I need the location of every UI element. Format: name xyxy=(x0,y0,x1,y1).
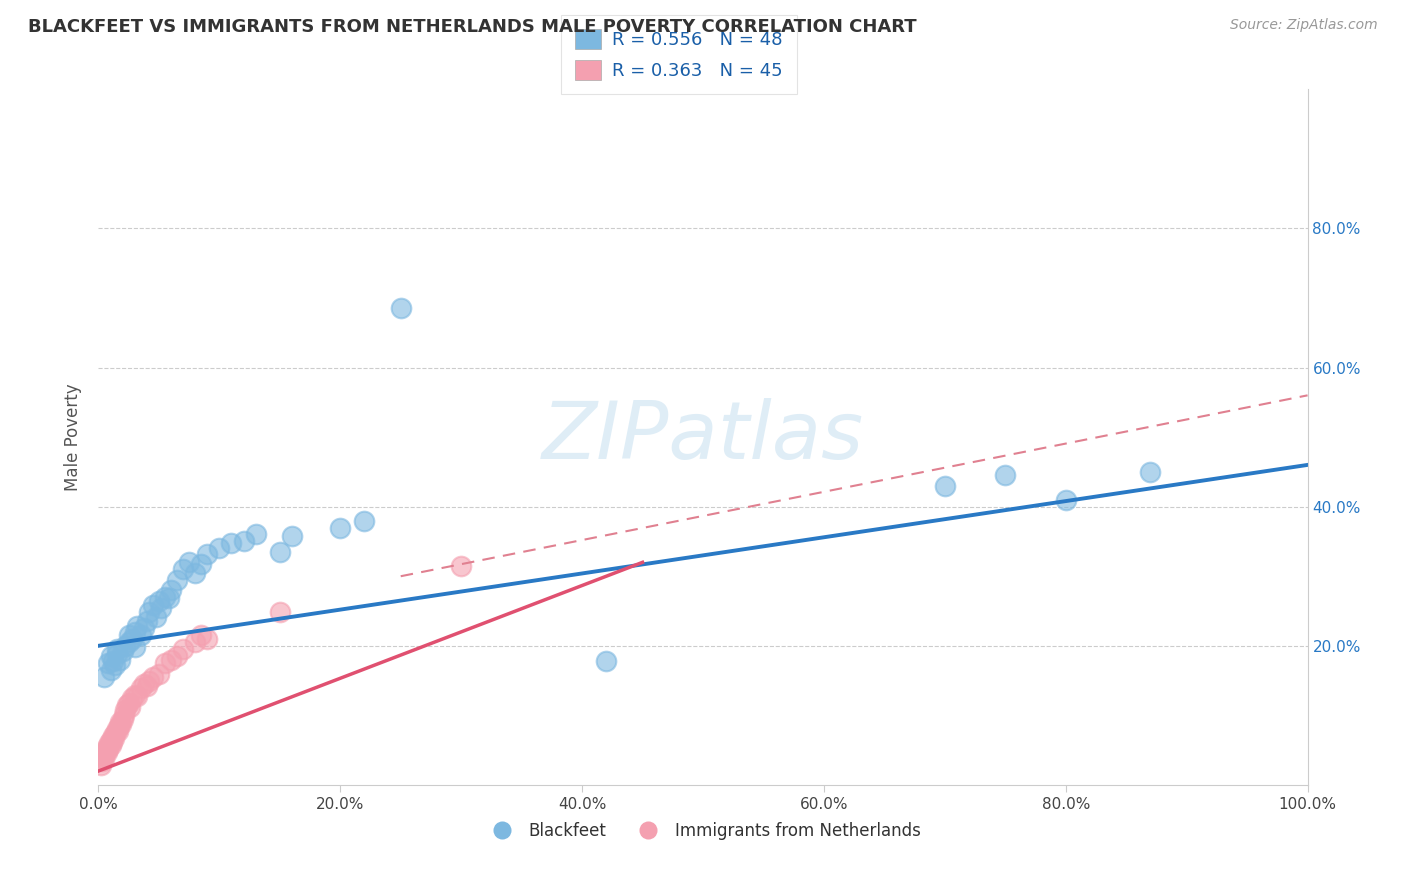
Point xyxy=(117,698,139,712)
Point xyxy=(91,748,114,763)
Point xyxy=(934,479,956,493)
Point xyxy=(142,599,165,613)
Point xyxy=(111,712,134,726)
Text: ZIPatlas: ZIPatlas xyxy=(541,398,865,476)
Point xyxy=(148,666,170,681)
Point xyxy=(127,619,149,633)
Point xyxy=(195,547,218,561)
Point xyxy=(104,726,127,740)
Point xyxy=(190,628,212,642)
Point xyxy=(121,632,143,646)
Point xyxy=(153,590,176,604)
Point xyxy=(160,653,183,667)
Point xyxy=(97,741,120,756)
Point xyxy=(93,747,115,761)
Legend: Blackfeet, Immigrants from Netherlands: Blackfeet, Immigrants from Netherlands xyxy=(478,815,928,847)
Point xyxy=(118,628,141,642)
Point xyxy=(96,745,118,759)
Point xyxy=(94,743,117,757)
Point xyxy=(91,754,114,768)
Point xyxy=(269,606,291,620)
Point xyxy=(1054,492,1077,507)
Point xyxy=(166,573,188,587)
Point xyxy=(994,468,1017,483)
Point xyxy=(121,690,143,705)
Point xyxy=(124,640,146,655)
Point xyxy=(97,657,120,671)
Point xyxy=(103,731,125,745)
Point xyxy=(1139,465,1161,479)
Point xyxy=(105,647,128,661)
Point xyxy=(100,663,122,677)
Point xyxy=(184,566,207,580)
Point xyxy=(145,609,167,624)
Point xyxy=(208,541,231,556)
Point xyxy=(101,729,124,743)
Point xyxy=(595,654,617,668)
Point xyxy=(129,628,152,642)
Point xyxy=(110,716,132,731)
Point xyxy=(100,732,122,747)
Point xyxy=(104,658,127,673)
Point xyxy=(118,700,141,714)
Point xyxy=(166,649,188,664)
Point xyxy=(90,758,112,772)
Point xyxy=(98,736,121,750)
Point xyxy=(450,558,472,573)
Point xyxy=(160,583,183,598)
Point xyxy=(329,520,352,534)
Point xyxy=(93,670,115,684)
Point xyxy=(353,514,375,528)
Point xyxy=(108,719,131,733)
Point xyxy=(134,677,156,691)
Point xyxy=(190,557,212,571)
Point xyxy=(138,673,160,688)
Point xyxy=(138,606,160,620)
Point xyxy=(221,536,243,550)
Point xyxy=(107,723,129,738)
Point xyxy=(108,715,131,730)
Point xyxy=(124,624,146,639)
Point xyxy=(172,562,194,576)
Point xyxy=(100,735,122,749)
Point xyxy=(112,708,135,723)
Point xyxy=(150,600,173,615)
Point xyxy=(195,632,218,646)
Point xyxy=(118,635,141,649)
Point xyxy=(100,649,122,664)
Point xyxy=(114,639,136,653)
Point xyxy=(389,301,412,316)
Point xyxy=(124,688,146,702)
Point xyxy=(184,635,207,649)
Point xyxy=(153,657,176,671)
Point xyxy=(269,545,291,559)
Point xyxy=(127,689,149,703)
Point xyxy=(114,703,136,717)
Point xyxy=(245,527,267,541)
Point xyxy=(93,751,115,765)
Point xyxy=(118,696,141,710)
Y-axis label: Male Poverty: Male Poverty xyxy=(65,384,83,491)
Point xyxy=(135,679,157,693)
Point xyxy=(105,723,128,737)
Point xyxy=(96,739,118,754)
Point xyxy=(129,681,152,695)
Point xyxy=(108,653,131,667)
Point xyxy=(179,555,201,569)
Point xyxy=(142,670,165,684)
Point xyxy=(157,591,180,606)
Point xyxy=(105,642,128,657)
Point xyxy=(100,738,122,752)
Point xyxy=(111,644,134,658)
Point xyxy=(134,621,156,635)
Point xyxy=(281,529,304,543)
Text: Source: ZipAtlas.com: Source: ZipAtlas.com xyxy=(1230,18,1378,32)
Point xyxy=(135,615,157,629)
Point xyxy=(101,654,124,668)
Text: BLACKFEET VS IMMIGRANTS FROM NETHERLANDS MALE POVERTY CORRELATION CHART: BLACKFEET VS IMMIGRANTS FROM NETHERLANDS… xyxy=(28,18,917,36)
Point xyxy=(232,534,254,549)
Point xyxy=(148,593,170,607)
Point xyxy=(172,642,194,657)
